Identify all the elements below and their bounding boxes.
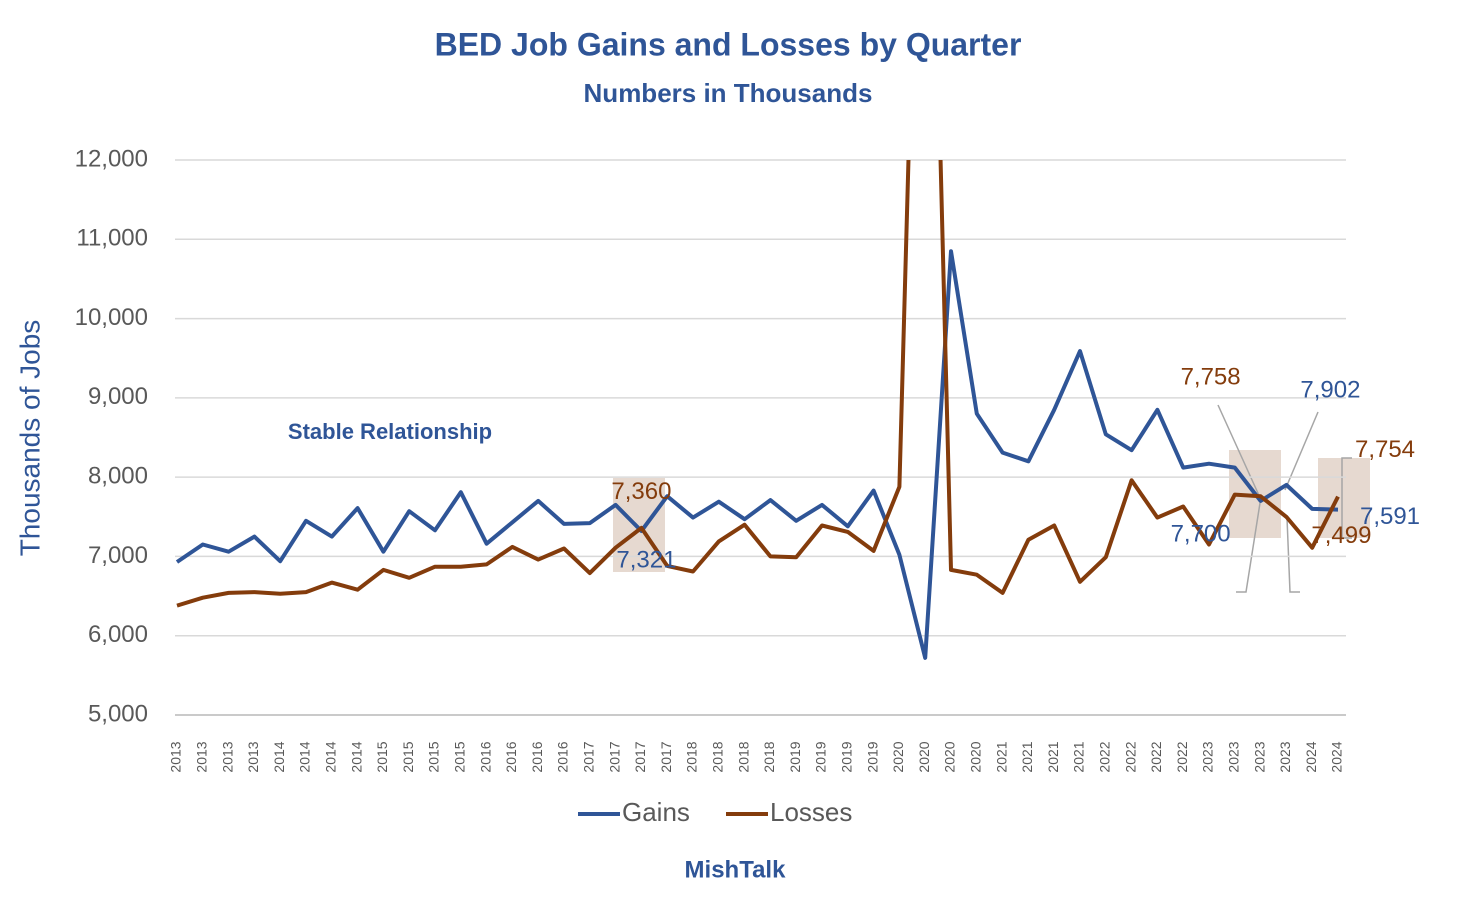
y-tick-label: 6,000 bbox=[88, 621, 148, 648]
series-line bbox=[175, 249, 1339, 660]
chart-title: BED Job Gains and Losses by Quarter bbox=[435, 26, 1022, 62]
data-label: 7,700 bbox=[1171, 520, 1231, 547]
x-tick-label: 2019 bbox=[787, 741, 803, 772]
y-tick-label: 8,000 bbox=[88, 462, 148, 489]
y-axis-label: Thousands of Jobs bbox=[14, 320, 45, 557]
x-tick-label: 2013 bbox=[194, 741, 210, 772]
x-tick-label: 2021 bbox=[1045, 741, 1061, 772]
chart-subtitle: Numbers in Thousands bbox=[584, 78, 873, 108]
x-tick-label: 2016 bbox=[555, 741, 571, 772]
x-tick-label: 2022 bbox=[1148, 741, 1164, 772]
annotation: Stable Relationship bbox=[288, 419, 492, 444]
series-line bbox=[176, 160, 1340, 608]
x-tick-label: 2020 bbox=[890, 741, 906, 772]
x-tick-label: 2018 bbox=[684, 741, 700, 772]
x-tick-label: 2017 bbox=[606, 741, 622, 772]
x-tick-label: 2014 bbox=[297, 741, 313, 772]
x-tick-label: 2023 bbox=[1251, 741, 1267, 772]
x-tick-label: 2015 bbox=[426, 741, 442, 772]
legend-label: Gains bbox=[622, 797, 690, 827]
x-tick-label: 2023 bbox=[1200, 741, 1216, 772]
x-tick-label: 2013 bbox=[168, 741, 184, 772]
x-tick-label: 2020 bbox=[916, 741, 932, 772]
x-tick-label: 2019 bbox=[813, 741, 829, 772]
x-tick-label: 2020 bbox=[968, 741, 984, 772]
x-tick-label: 2022 bbox=[1097, 741, 1113, 772]
y-tick-label: 9,000 bbox=[88, 383, 148, 410]
data-label: 7,360 bbox=[611, 478, 671, 505]
x-tick-label: 2022 bbox=[1122, 741, 1138, 772]
leader-lines bbox=[1217, 404, 1352, 593]
x-tick-label: 2019 bbox=[864, 741, 880, 772]
data-label: 7,591 bbox=[1360, 503, 1420, 530]
plot-area bbox=[175, 160, 1340, 660]
y-tick-label: 12,000 bbox=[75, 145, 148, 172]
x-tick-label: 2018 bbox=[710, 741, 726, 772]
y-tick-label: 10,000 bbox=[75, 304, 148, 331]
data-label: 7,758 bbox=[1181, 364, 1241, 391]
x-tick-label: 2023 bbox=[1226, 741, 1242, 772]
x-tick-label: 2023 bbox=[1277, 741, 1293, 772]
y-tick-label: 7,000 bbox=[88, 542, 148, 569]
x-tick-label: 2018 bbox=[735, 741, 751, 772]
x-tick-label: 2024 bbox=[1329, 741, 1345, 772]
x-tick-label: 2015 bbox=[374, 741, 390, 772]
x-tick-label: 2013 bbox=[219, 741, 235, 772]
x-tick-label: 2017 bbox=[658, 741, 674, 772]
x-tick-label: 2021 bbox=[1019, 741, 1035, 772]
x-tick-label: 2016 bbox=[503, 741, 519, 772]
data-label: 7,754 bbox=[1355, 436, 1415, 463]
highlight-box bbox=[1318, 458, 1370, 538]
y-tick-label: 5,000 bbox=[88, 700, 148, 727]
x-tick-label: 2017 bbox=[632, 741, 648, 772]
y-tick-label: 11,000 bbox=[76, 225, 148, 252]
x-tick-label: 2015 bbox=[452, 741, 468, 772]
x-tick-label: 2018 bbox=[761, 741, 777, 772]
x-tick-label: 2016 bbox=[477, 741, 493, 772]
x-tick-label: 2014 bbox=[348, 741, 364, 772]
x-tick-label: 2014 bbox=[323, 741, 339, 772]
x-tick-label: 2024 bbox=[1303, 741, 1319, 772]
x-tick-label: 2021 bbox=[1071, 741, 1087, 772]
source: MishTalk bbox=[685, 856, 787, 883]
data-label: 7,902 bbox=[1300, 376, 1360, 403]
x-tick-label: 2021 bbox=[993, 741, 1009, 772]
x-tick-label: 2016 bbox=[529, 741, 545, 772]
x-tick-label: 2019 bbox=[839, 741, 855, 772]
x-tick-label: 2013 bbox=[245, 741, 261, 772]
data-label: 7,499 bbox=[1311, 522, 1371, 549]
x-tick-label: 2017 bbox=[581, 741, 597, 772]
x-tick-label: 2015 bbox=[400, 741, 416, 772]
x-tick-label: 2014 bbox=[271, 741, 287, 772]
x-tick-label: 2022 bbox=[1174, 741, 1190, 772]
data-label: 7,321 bbox=[616, 546, 676, 573]
x-tick-label: 2020 bbox=[942, 741, 958, 772]
legend-label: Losses bbox=[770, 797, 852, 827]
